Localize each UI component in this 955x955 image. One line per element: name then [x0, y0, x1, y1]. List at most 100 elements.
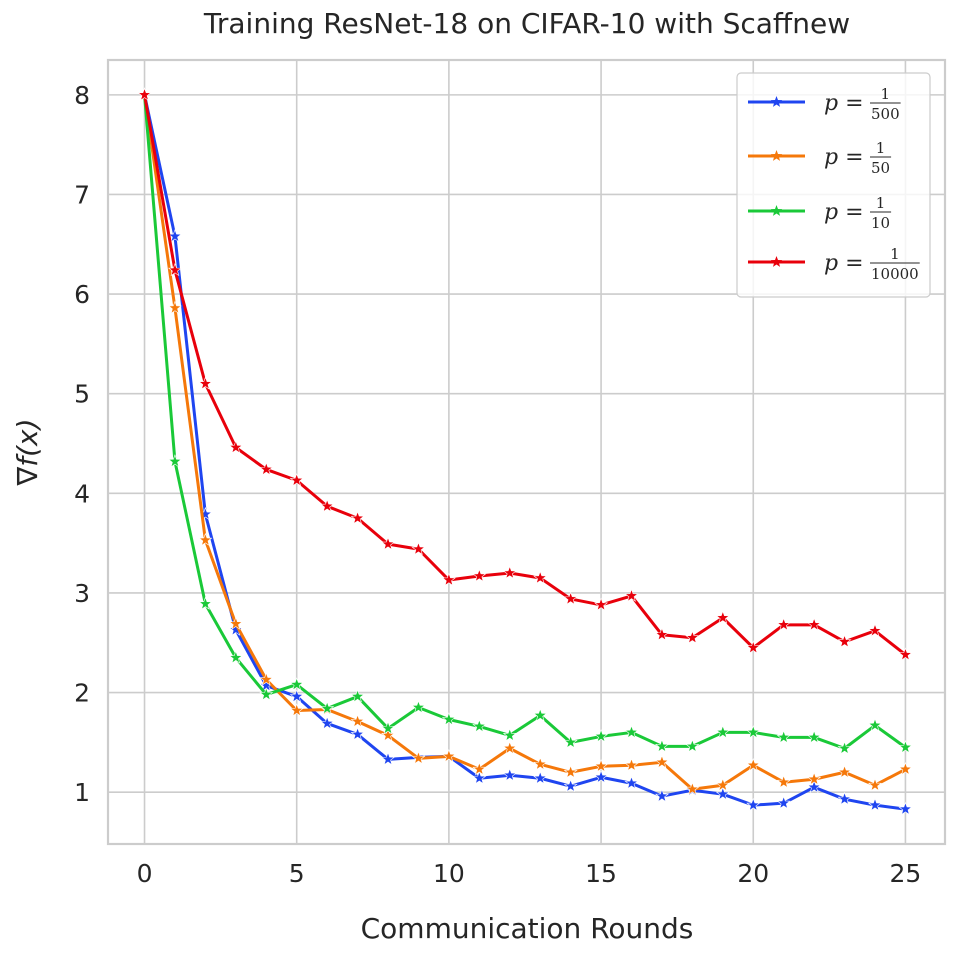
data-point — [289, 703, 304, 717]
legend-numerator: 1 — [881, 85, 891, 103]
legend-marker — [770, 205, 783, 216]
x-tick-label: 10 — [433, 859, 465, 888]
data-point — [381, 536, 396, 551]
legend-label: p = — [824, 145, 864, 170]
data-point — [654, 627, 669, 641]
data-point — [563, 778, 578, 793]
data-point — [746, 725, 761, 739]
data-point — [867, 718, 883, 732]
series-2 — [137, 87, 913, 755]
data-point — [228, 622, 243, 636]
data-point — [807, 779, 822, 794]
legend-box — [736, 72, 931, 298]
data-point — [167, 300, 182, 315]
data-point — [137, 87, 152, 101]
data-point — [746, 797, 761, 812]
data-point — [654, 739, 669, 753]
data-point — [624, 588, 639, 602]
legend-numerator: 1 — [876, 194, 886, 212]
data-point — [289, 677, 304, 691]
data-point — [167, 262, 182, 277]
plot-frame — [106, 58, 947, 846]
y-axis-label: ∇f(x) — [11, 418, 44, 486]
x-axis-label: Communication Rounds — [361, 912, 694, 945]
data-point — [228, 650, 243, 664]
data-point — [198, 376, 213, 390]
data-point — [411, 700, 426, 714]
data-point — [715, 725, 730, 739]
legend-numerator: 1 — [876, 139, 886, 157]
data-point — [228, 616, 243, 630]
data-point — [685, 739, 700, 753]
legend-marker — [770, 256, 783, 267]
data-point — [746, 640, 761, 654]
legend-denominator: 50 — [871, 159, 890, 177]
data-point — [624, 757, 639, 772]
data-point — [837, 791, 852, 806]
data-point — [502, 565, 517, 580]
data-point — [898, 801, 913, 816]
data-point — [624, 725, 639, 739]
tick-labels: 0 5 10 15 20 25 1 2 3 4 5 6 7 8 — [74, 81, 921, 888]
series-3 — [137, 87, 913, 661]
data-point — [837, 764, 852, 779]
data-point — [350, 727, 365, 741]
data-point — [776, 617, 791, 631]
data-point — [502, 728, 517, 742]
data-point — [776, 795, 791, 810]
data-point — [441, 572, 456, 586]
data-point — [715, 777, 730, 792]
data-point — [715, 786, 730, 801]
data-point — [259, 687, 274, 701]
legend-denominator: 500 — [871, 105, 900, 123]
data-point — [350, 714, 365, 728]
data-point — [441, 712, 456, 726]
x-tick-label: 5 — [289, 859, 305, 888]
data-point — [867, 797, 883, 812]
data-point — [350, 689, 365, 703]
x-tick-label: 0 — [137, 859, 153, 888]
data-point — [472, 719, 487, 733]
y-tick-label: 2 — [74, 679, 90, 708]
data-point — [350, 510, 365, 525]
data-point — [502, 767, 517, 782]
data-point — [411, 541, 426, 556]
series-line — [143, 93, 907, 657]
legend-label: p = — [824, 200, 864, 225]
chart-title: Training ResNet-18 on CIFAR-10 with Scaf… — [203, 7, 850, 40]
data-point — [776, 774, 791, 789]
y-tick-label: 7 — [74, 180, 90, 209]
y-tick-label: 6 — [74, 280, 90, 309]
data-point — [289, 689, 304, 703]
data-point — [167, 454, 182, 468]
data-point — [807, 617, 822, 631]
legend-item: p = 1 10 — [748, 194, 892, 232]
data-point — [228, 440, 243, 454]
data-point — [837, 634, 852, 648]
data-point — [381, 721, 396, 735]
series-1 — [137, 87, 913, 796]
y-tick-label: 8 — [74, 81, 90, 110]
data-point — [259, 672, 274, 686]
series-line — [143, 93, 907, 811]
data-point — [533, 770, 548, 785]
data-point — [472, 761, 487, 776]
data-point — [198, 532, 213, 547]
data-point — [289, 473, 304, 487]
data-point — [411, 750, 426, 765]
x-tick-label: 20 — [737, 859, 769, 888]
x-tick-label: 15 — [585, 859, 617, 888]
data-point — [198, 596, 213, 610]
data-point — [594, 729, 609, 743]
legend-marker — [770, 150, 783, 161]
data-point — [320, 498, 335, 513]
data-point — [320, 716, 335, 730]
data-point — [867, 777, 883, 792]
y-tick-label: 4 — [74, 479, 90, 508]
data-point — [776, 730, 791, 744]
legend-label: p = — [824, 91, 864, 116]
data-point — [715, 610, 730, 624]
data-point — [533, 756, 548, 771]
data-point — [472, 770, 487, 785]
